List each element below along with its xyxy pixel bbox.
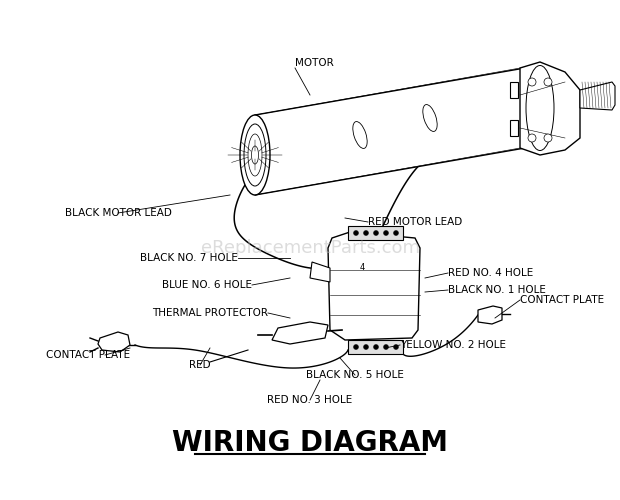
Text: RED MOTOR LEAD: RED MOTOR LEAD <box>368 217 463 227</box>
Polygon shape <box>310 262 330 282</box>
Circle shape <box>353 344 358 350</box>
Circle shape <box>384 344 389 350</box>
Text: RED: RED <box>189 360 211 370</box>
Circle shape <box>528 78 536 86</box>
Text: BLACK NO. 5 HOLE: BLACK NO. 5 HOLE <box>306 370 404 380</box>
Text: WIRING DIAGRAM: WIRING DIAGRAM <box>172 429 448 457</box>
Text: 4: 4 <box>360 264 365 272</box>
Circle shape <box>373 230 378 235</box>
Text: MOTOR: MOTOR <box>295 58 334 68</box>
Circle shape <box>544 134 552 142</box>
Circle shape <box>384 230 389 235</box>
Text: BLUE NO. 6 HOLE: BLUE NO. 6 HOLE <box>162 280 252 290</box>
Text: CONTACT PLATE: CONTACT PLATE <box>520 295 604 305</box>
Ellipse shape <box>252 146 259 164</box>
Circle shape <box>528 134 536 142</box>
Text: BLACK NO. 1 HOLE: BLACK NO. 1 HOLE <box>448 285 546 295</box>
Polygon shape <box>328 232 420 340</box>
Polygon shape <box>272 322 328 344</box>
FancyBboxPatch shape <box>348 226 403 240</box>
Polygon shape <box>580 82 615 110</box>
Polygon shape <box>510 120 518 136</box>
Text: BLACK MOTOR LEAD: BLACK MOTOR LEAD <box>64 208 172 218</box>
Polygon shape <box>510 82 518 98</box>
Circle shape <box>544 78 552 86</box>
Text: RED NO. 3 HOLE: RED NO. 3 HOLE <box>267 395 353 405</box>
Text: CONTACT PLATE: CONTACT PLATE <box>46 350 130 360</box>
Text: RED NO. 4 HOLE: RED NO. 4 HOLE <box>448 268 533 278</box>
Circle shape <box>394 230 399 235</box>
Polygon shape <box>520 62 580 155</box>
Polygon shape <box>98 332 130 352</box>
Ellipse shape <box>240 115 270 195</box>
Text: eReplacementParts.com: eReplacementParts.com <box>200 239 420 257</box>
FancyBboxPatch shape <box>348 340 403 354</box>
Polygon shape <box>255 68 525 195</box>
Ellipse shape <box>248 134 262 176</box>
Ellipse shape <box>353 122 367 148</box>
Circle shape <box>394 344 399 350</box>
Circle shape <box>363 344 368 350</box>
Text: BLACK NO. 7 HOLE: BLACK NO. 7 HOLE <box>140 253 238 263</box>
Text: THERMAL PROTECTOR: THERMAL PROTECTOR <box>152 308 268 318</box>
Ellipse shape <box>526 66 554 150</box>
Polygon shape <box>478 306 502 324</box>
Ellipse shape <box>423 104 437 132</box>
Ellipse shape <box>244 124 266 186</box>
Circle shape <box>353 230 358 235</box>
Circle shape <box>373 344 378 350</box>
Circle shape <box>363 230 368 235</box>
Text: YELLOW NO. 2 HOLE: YELLOW NO. 2 HOLE <box>400 340 506 350</box>
